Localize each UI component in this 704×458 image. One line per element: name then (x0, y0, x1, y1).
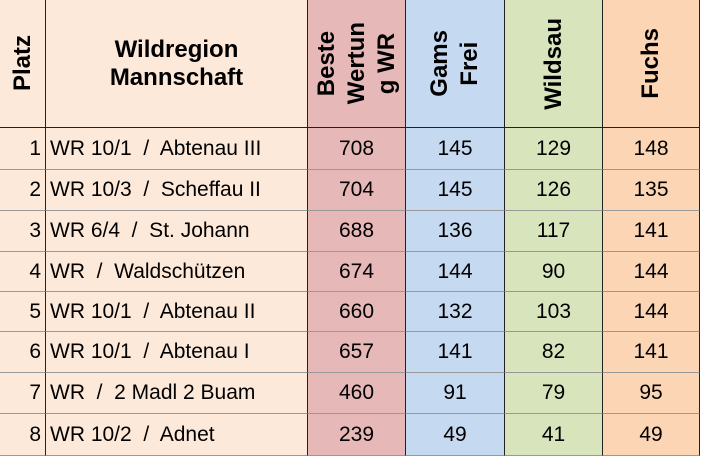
score-cell: 704 (308, 170, 406, 211)
score-cell: 49 (603, 414, 700, 456)
score-cell: 103 (505, 292, 603, 332)
score-cell: 145 (406, 128, 505, 170)
header-cell: Fuchs (603, 0, 700, 128)
header-text: Wildregion (114, 35, 239, 63)
score-cell: 132 (406, 292, 505, 332)
score-cell: 460 (308, 373, 406, 414)
header-cell: Beste Wertun g WR (308, 0, 406, 128)
header-text: g WR (372, 32, 400, 95)
header-cell: Gams Frei (406, 0, 505, 128)
team-cell: WR 10/1 / Abtenau I (46, 332, 308, 373)
header-text: Wertun (342, 22, 370, 105)
score-cell: 141 (603, 332, 700, 373)
score-cell: 660 (308, 292, 406, 332)
rank-cell: 8 (0, 414, 46, 456)
rank-cell: 6 (0, 332, 46, 373)
rank-cell: 1 (0, 128, 46, 170)
score-cell: 239 (308, 414, 406, 456)
score-cell: 136 (406, 211, 505, 252)
score-cell: 117 (505, 211, 603, 252)
rank-cell: 3 (0, 211, 46, 252)
header-text: Mannschaft (109, 63, 244, 91)
score-cell: 144 (603, 292, 700, 332)
score-cell: 674 (308, 252, 406, 292)
header-cell: Wildsau (505, 0, 603, 128)
score-cell: 144 (406, 252, 505, 292)
score-cell: 126 (505, 170, 603, 211)
score-cell: 91 (406, 373, 505, 414)
header-text: Platz (8, 35, 36, 92)
score-cell: 82 (505, 332, 603, 373)
team-cell: WR / 2 Madl 2 Buam (46, 373, 308, 414)
team-cell: WR 6/4 / St. Johann (46, 211, 308, 252)
team-cell: WR / Waldschützen (46, 252, 308, 292)
team-cell: WR 10/1 / Abtenau III (46, 128, 308, 170)
score-cell: 141 (406, 332, 505, 373)
rank-cell: 5 (0, 292, 46, 332)
score-cell: 688 (308, 211, 406, 252)
header-text: Frei (456, 41, 483, 86)
score-cell: 144 (603, 252, 700, 292)
header-text: Fuchs (637, 28, 664, 99)
score-cell: 148 (603, 128, 700, 170)
score-cell: 41 (505, 414, 603, 456)
score-cell: 135 (603, 170, 700, 211)
rank-cell: 7 (0, 373, 46, 414)
score-cell: 145 (406, 170, 505, 211)
header-text: Gams (426, 30, 453, 97)
score-cell: 129 (505, 128, 603, 170)
score-cell: 141 (603, 211, 700, 252)
header-cell: Wildregion Mannschaft (46, 0, 308, 128)
score-cell: 657 (308, 332, 406, 373)
header-text: Wildsau (539, 17, 567, 110)
rank-cell: 2 (0, 170, 46, 211)
score-cell: 90 (505, 252, 603, 292)
score-cell: 49 (406, 414, 505, 456)
score-cell: 95 (603, 373, 700, 414)
score-cell: 708 (308, 128, 406, 170)
team-cell: WR 10/3 / Scheffau II (46, 170, 308, 211)
rank-cell: 4 (0, 252, 46, 292)
header-cell: Platz (0, 0, 46, 128)
team-cell: WR 10/1 / Abtenau II (46, 292, 308, 332)
team-cell: WR 10/2 / Adnet (46, 414, 308, 456)
score-cell: 79 (505, 373, 603, 414)
header-text: Beste (312, 30, 340, 97)
